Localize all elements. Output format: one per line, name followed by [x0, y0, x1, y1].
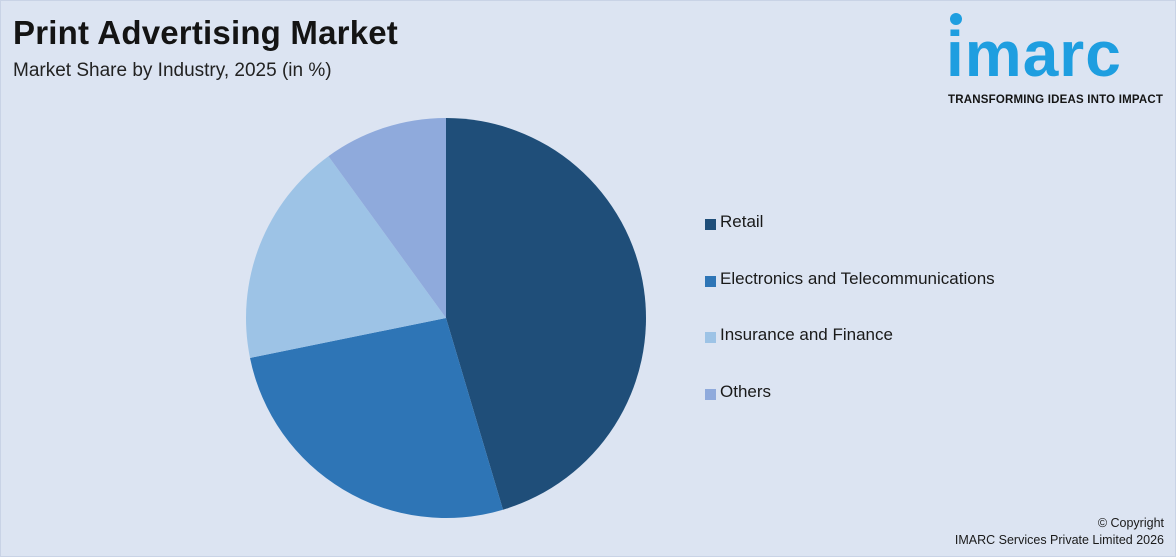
chart-subtitle: Market Share by Industry, 2025 (in %) [13, 60, 332, 81]
legend-label: Others [720, 381, 772, 401]
chart-title: Print Advertising Market [13, 14, 398, 51]
legend-label: Electronics and Telecommunications [720, 268, 995, 288]
copyright-line-1: © Copyright [1097, 516, 1164, 530]
imarc-logo: imarc TRANSFORMING IDEAS INTO IMPACT [944, 10, 1170, 110]
legend-swatch [705, 275, 716, 287]
legend-swatch [705, 332, 716, 343]
pie-chart [246, 118, 646, 518]
legend-label: Retail [720, 212, 764, 231]
copyright-line-2: IMARC Services Private Limited 2026 [954, 533, 1164, 547]
legend-label: Insurance and Finance [720, 325, 893, 344]
logo-wordmark: imarc [946, 18, 1122, 90]
logo-tagline: TRANSFORMING IDEAS INTO IMPACT [948, 94, 1164, 106]
copyright-notice: © Copyright IMARC Services Private Limit… [955, 515, 1164, 549]
pie-slice-others [328, 118, 446, 318]
pie-slice-insurance-and-finance [246, 156, 446, 358]
legend-swatch [705, 219, 716, 230]
legend-swatch [705, 388, 716, 400]
pie-slice-retail [446, 118, 646, 510]
logo-dot-icon [950, 13, 962, 25]
pie-slice-electronics-and-telecommunications [250, 318, 504, 518]
